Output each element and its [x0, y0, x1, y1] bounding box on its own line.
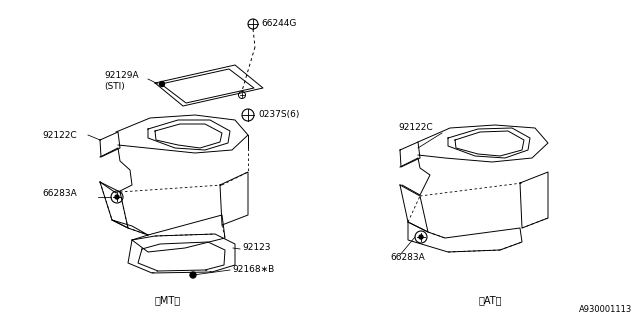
- Text: 92122C: 92122C: [398, 124, 433, 132]
- Text: A930001113: A930001113: [579, 305, 632, 314]
- Text: 〈MT〉: 〈MT〉: [155, 295, 181, 305]
- Circle shape: [115, 195, 119, 199]
- Circle shape: [159, 82, 164, 86]
- Text: 92122C: 92122C: [42, 131, 77, 140]
- Text: 66283A: 66283A: [42, 188, 77, 197]
- Text: 66244G: 66244G: [261, 20, 296, 28]
- Text: (STI): (STI): [104, 82, 125, 91]
- Text: 66283A: 66283A: [390, 253, 425, 262]
- Circle shape: [419, 235, 423, 239]
- Circle shape: [190, 272, 196, 278]
- Text: 92129A: 92129A: [104, 70, 139, 79]
- Text: 0237S(6): 0237S(6): [258, 110, 300, 119]
- Text: 〈AT〉: 〈AT〉: [478, 295, 502, 305]
- Text: 92168∗B: 92168∗B: [232, 265, 275, 274]
- Text: 92123: 92123: [242, 244, 271, 252]
